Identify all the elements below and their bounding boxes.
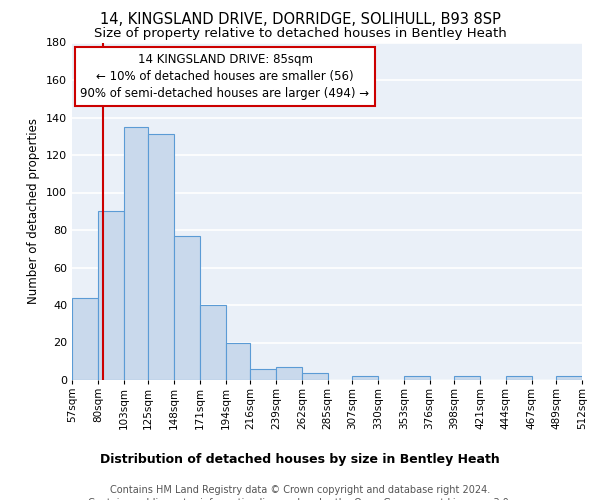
Text: 14, KINGSLAND DRIVE, DORRIDGE, SOLIHULL, B93 8SP: 14, KINGSLAND DRIVE, DORRIDGE, SOLIHULL,… bbox=[100, 12, 500, 28]
Bar bbox=[276, 367, 302, 380]
Y-axis label: Number of detached properties: Number of detached properties bbox=[28, 118, 40, 304]
Bar bbox=[98, 211, 124, 380]
Text: 14 KINGSLAND DRIVE: 85sqm
← 10% of detached houses are smaller (56)
90% of semi-: 14 KINGSLAND DRIVE: 85sqm ← 10% of detac… bbox=[80, 52, 370, 100]
Bar bbox=[556, 376, 582, 380]
Bar bbox=[250, 369, 276, 380]
Bar bbox=[226, 342, 250, 380]
Bar bbox=[404, 376, 430, 380]
Text: Size of property relative to detached houses in Bentley Heath: Size of property relative to detached ho… bbox=[94, 28, 506, 40]
Bar bbox=[174, 236, 200, 380]
Bar bbox=[302, 372, 328, 380]
Bar bbox=[148, 134, 174, 380]
Text: Contains HM Land Registry data © Crown copyright and database right 2024.
Contai: Contains HM Land Registry data © Crown c… bbox=[88, 485, 512, 500]
Bar bbox=[72, 298, 98, 380]
Bar bbox=[124, 127, 148, 380]
Text: Distribution of detached houses by size in Bentley Heath: Distribution of detached houses by size … bbox=[100, 452, 500, 466]
Bar bbox=[352, 376, 378, 380]
Bar bbox=[454, 376, 480, 380]
Bar bbox=[506, 376, 532, 380]
Bar bbox=[200, 305, 226, 380]
